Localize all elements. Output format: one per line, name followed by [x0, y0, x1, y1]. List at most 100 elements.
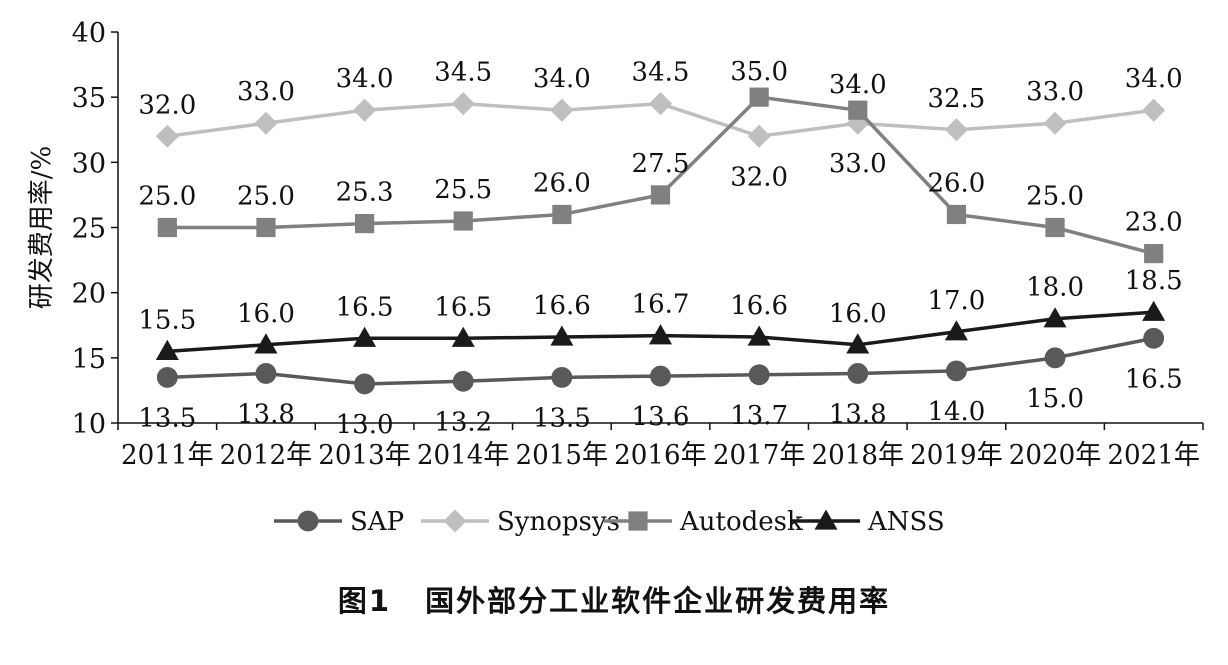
data-label: 25.0 [1026, 182, 1084, 212]
data-label: 13.7 [730, 401, 788, 431]
data-point [1142, 98, 1166, 122]
data-point [749, 87, 769, 107]
data-point [945, 360, 967, 382]
data-label: 32.0 [138, 90, 196, 120]
figure-title: 国外部分工业软件企业研发费用率 [425, 584, 891, 618]
data-label: 34.0 [336, 64, 394, 94]
legend-label: Autodesk [679, 507, 803, 537]
data-point [846, 333, 870, 354]
data-label: 16.5 [1125, 364, 1183, 394]
data-label: 34.0 [829, 70, 887, 100]
data-point [155, 124, 179, 148]
legend-label: ANSS [867, 507, 945, 537]
data-point [747, 124, 771, 148]
x-tick-label: 2014年 [417, 440, 510, 471]
y-tick-label: 20 [72, 279, 106, 310]
data-label: 15.5 [138, 305, 196, 335]
data-point [747, 325, 771, 346]
legend-marker [628, 511, 648, 531]
data-label: 35.0 [730, 57, 788, 87]
data-label: 15.0 [1026, 384, 1084, 414]
legend-label: SAP [350, 507, 404, 537]
data-label: 16.5 [434, 292, 492, 322]
series-sap [156, 327, 1165, 395]
x-tick-label: 2015年 [516, 440, 609, 471]
legend-item-autodesk: Autodesk [604, 507, 803, 537]
data-label: 33.0 [1026, 77, 1084, 107]
data-label: 32.0 [730, 162, 788, 192]
data-point [1045, 217, 1065, 238]
y-axis-label: 研发费用率/% [27, 146, 57, 309]
data-point [551, 366, 573, 388]
x-tick-label: 2012年 [220, 440, 313, 471]
data-point [156, 366, 178, 388]
data-point [155, 339, 179, 360]
data-label: 26.0 [927, 168, 985, 198]
data-label: 14.0 [927, 397, 985, 427]
x-tick-label: 2018年 [811, 440, 904, 471]
data-label: 32.5 [927, 84, 985, 114]
figure-number: 图1 [337, 584, 392, 618]
data-label: 16.0 [237, 299, 295, 329]
data-point [944, 320, 968, 341]
x-tick-label: 2017年 [713, 440, 806, 471]
data-label: 18.0 [1026, 273, 1084, 303]
figure-caption: 图1 国外部分工业软件企业研发费用率 [0, 578, 1228, 620]
legend-marker [297, 510, 319, 532]
y-tick-label: 30 [72, 148, 106, 179]
legend-marker [443, 509, 467, 533]
y-tick-label: 10 [72, 409, 106, 440]
data-label: 34.5 [632, 58, 690, 88]
data-point [748, 364, 770, 386]
y-tick-label: 35 [72, 83, 106, 114]
legend-label: Synopsys [497, 507, 620, 537]
data-point [1142, 300, 1166, 321]
data-label: 13.6 [632, 402, 690, 432]
data-point [847, 363, 869, 384]
x-tick-label: 2019年 [910, 440, 1003, 471]
x-tick-label: 2013年 [318, 440, 411, 471]
data-point [353, 98, 377, 122]
x-tick-label: 2021年 [1107, 440, 1200, 471]
data-label: 23.0 [1125, 208, 1183, 238]
data-label: 13.5 [138, 403, 196, 433]
data-label: 18.5 [1125, 266, 1183, 296]
data-point [550, 325, 574, 346]
data-point [1044, 347, 1066, 369]
x-tick-label: 2011年 [121, 440, 214, 471]
y-tick-label: 25 [72, 214, 106, 245]
data-label: 13.5 [533, 403, 591, 433]
data-label: 25.0 [138, 182, 196, 212]
data-label: 25.3 [336, 178, 394, 208]
data-point [452, 370, 474, 392]
chart-data-labels: 13.5 13.8 13.0 13.2 13.5 13.6 13.7 13.8 14.0 15.0… [138, 57, 1182, 440]
legend-marker [814, 509, 838, 530]
data-label: 25.5 [434, 175, 492, 205]
data-point [451, 92, 475, 116]
chart-series [155, 87, 1166, 395]
data-point [255, 363, 277, 384]
data-label: 34.5 [434, 58, 492, 88]
data-label: 17.0 [927, 286, 985, 316]
data-point [1043, 307, 1067, 328]
data-label: 33.0 [829, 149, 887, 179]
data-point [451, 326, 475, 347]
data-label: 16.7 [632, 290, 690, 320]
data-point [648, 92, 673, 116]
data-label: 34.0 [533, 64, 591, 94]
data-point [650, 185, 671, 205]
data-point [354, 213, 375, 234]
data-point [848, 100, 868, 120]
data-point [648, 324, 673, 345]
data-label: 13.2 [434, 407, 492, 437]
legend-item-synopsys: Synopsys [421, 507, 620, 537]
data-label: 13.8 [237, 399, 295, 429]
data-label: 33.0 [237, 77, 295, 107]
legend-item-anss: ANSS [792, 507, 945, 537]
data-point [552, 204, 572, 225]
data-point [1144, 243, 1164, 264]
series-synopsys [155, 92, 1166, 148]
data-point [453, 211, 473, 231]
data-label: 27.5 [632, 149, 690, 179]
